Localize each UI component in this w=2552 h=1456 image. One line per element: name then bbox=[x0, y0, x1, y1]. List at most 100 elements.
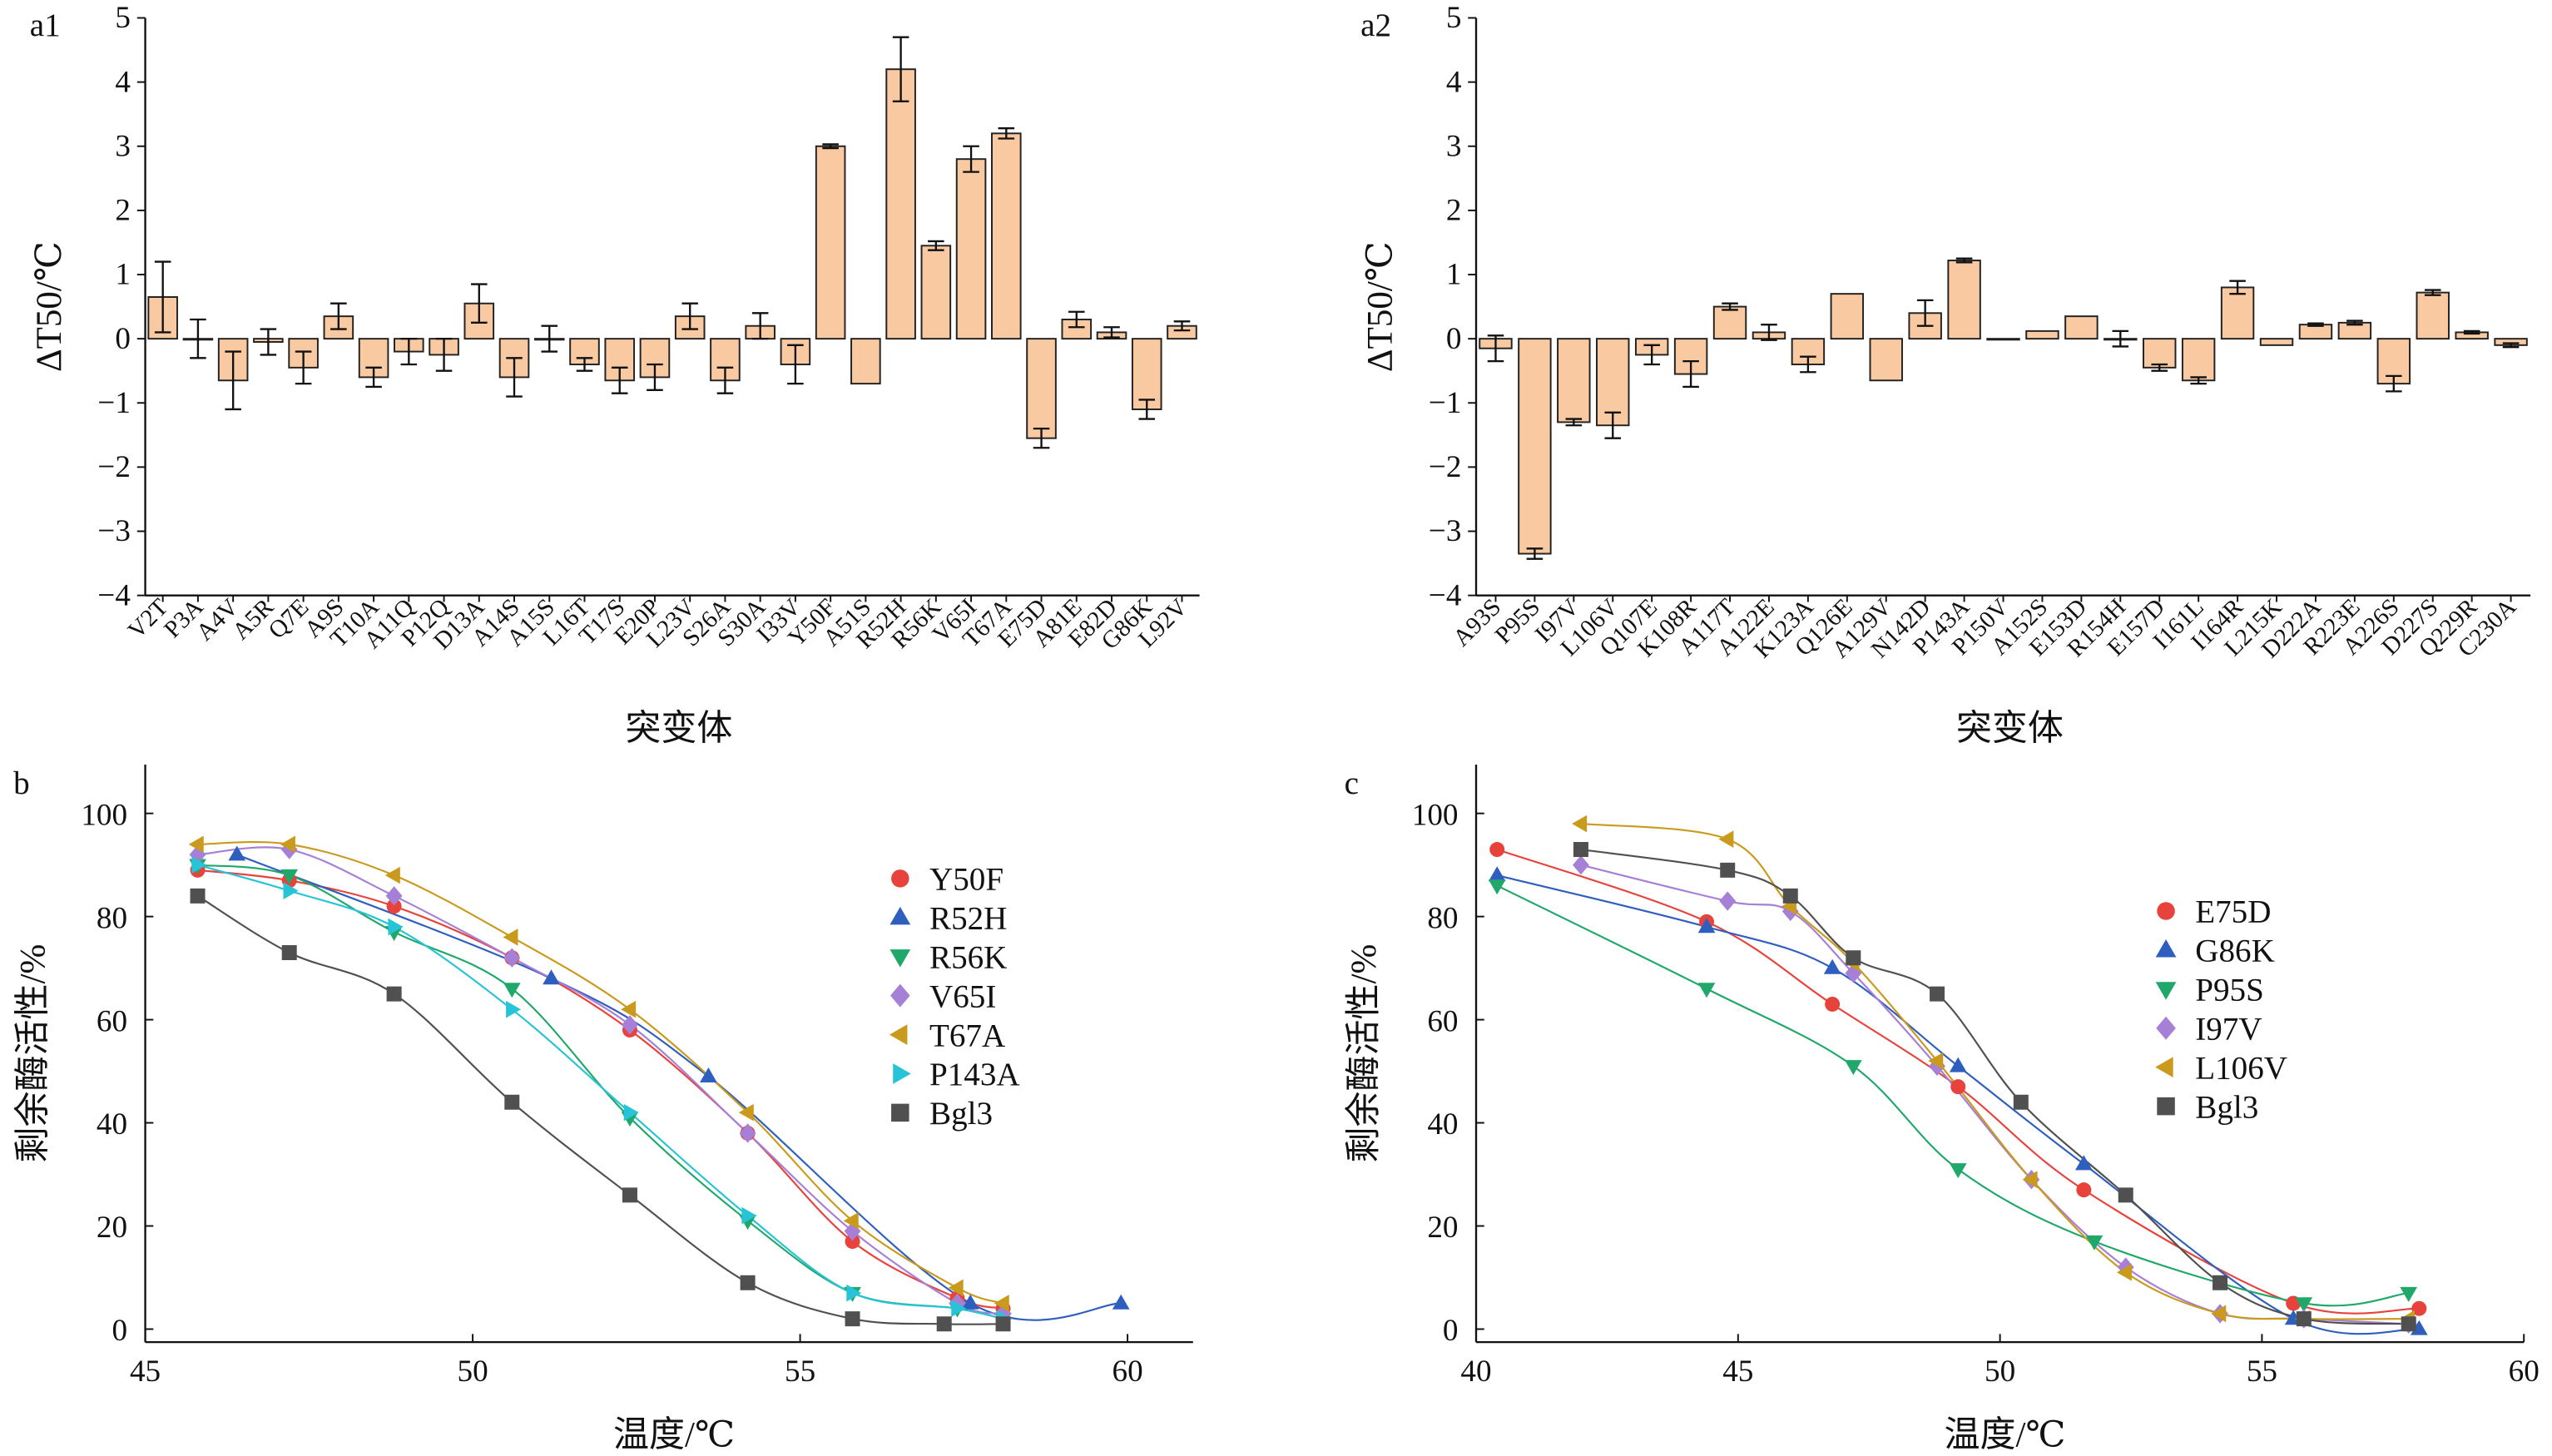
data-point bbox=[2411, 1300, 2427, 1316]
legend-label: P143A bbox=[929, 1057, 1020, 1092]
legend-label: E75D bbox=[2195, 894, 2271, 930]
y-tick-label: −3 bbox=[97, 514, 131, 548]
y-axis-label: ΔT50/℃ bbox=[30, 241, 69, 372]
y-axis-label: 剩余酶活性/% bbox=[12, 944, 52, 1163]
legend-label: Bgl3 bbox=[2195, 1089, 2258, 1125]
x-tick-label: 55 bbox=[2247, 1354, 2277, 1389]
bar bbox=[2025, 329, 2059, 340]
bar bbox=[1518, 338, 1552, 555]
data-point bbox=[1489, 842, 1505, 858]
legend-label: P95S bbox=[2195, 973, 2264, 1008]
bar bbox=[2181, 338, 2216, 382]
data-point bbox=[1950, 1079, 1966, 1095]
bar bbox=[1596, 338, 1630, 427]
data-point bbox=[1488, 866, 1506, 882]
data-point bbox=[741, 1206, 757, 1225]
legend-marker bbox=[889, 983, 910, 1008]
legend-marker bbox=[2156, 1016, 2176, 1040]
y-tick-label: −3 bbox=[1429, 514, 1462, 548]
data-point bbox=[504, 1094, 520, 1110]
data-point bbox=[843, 1211, 859, 1230]
data-point bbox=[503, 929, 518, 946]
x-tick-label: 40 bbox=[1460, 1354, 1491, 1389]
bar bbox=[991, 132, 1022, 340]
fit-curve bbox=[1580, 822, 2409, 1320]
fit-curve bbox=[1496, 874, 2420, 1335]
legend-marker bbox=[893, 1063, 911, 1084]
data-point bbox=[995, 1316, 1011, 1332]
y-tick-label: 80 bbox=[1427, 901, 1458, 935]
data-point bbox=[1928, 1052, 1944, 1070]
data-point bbox=[1719, 891, 1737, 911]
legend-label: I97V bbox=[2195, 1011, 2262, 1047]
data-point bbox=[2013, 1094, 2029, 1110]
data-point bbox=[188, 835, 204, 854]
bar bbox=[955, 158, 987, 340]
panel-label: b bbox=[13, 765, 30, 801]
bar bbox=[1830, 293, 1865, 340]
y-tick-label: 0 bbox=[1446, 322, 1462, 356]
data-point bbox=[845, 1234, 860, 1250]
data-point bbox=[948, 1279, 964, 1297]
y-tick-label: 100 bbox=[81, 798, 127, 832]
data-point bbox=[622, 1187, 637, 1203]
data-point bbox=[1488, 879, 1506, 895]
y-tick-label: 4 bbox=[115, 65, 131, 99]
data-point bbox=[280, 869, 299, 884]
data-point bbox=[2211, 1305, 2227, 1323]
legend-label: Bgl3 bbox=[929, 1096, 993, 1132]
x-tick-label: 50 bbox=[457, 1354, 488, 1389]
data-point bbox=[738, 1103, 754, 1122]
y-tick-label: 40 bbox=[1427, 1107, 1458, 1142]
data-point bbox=[1949, 1057, 1967, 1072]
data-point bbox=[503, 983, 521, 998]
y-tick-label: 3 bbox=[1446, 129, 1462, 163]
fit-curve bbox=[1580, 848, 2409, 1325]
data-point bbox=[1573, 854, 1589, 875]
fit-curve bbox=[196, 894, 1003, 1325]
data-point bbox=[1823, 958, 1841, 974]
x-tick-label: 60 bbox=[2509, 1354, 2540, 1389]
data-point bbox=[2118, 1187, 2133, 1203]
y-tick-label: 20 bbox=[97, 1211, 127, 1245]
data-point bbox=[1573, 842, 1588, 858]
bar bbox=[2064, 315, 2099, 340]
y-axis-label: ΔT50/℃ bbox=[1360, 241, 1400, 372]
y-tick-label: −4 bbox=[97, 578, 131, 612]
legend-marker bbox=[889, 949, 911, 968]
x-tick-label: 50 bbox=[1985, 1354, 2015, 1389]
data-point bbox=[700, 1067, 717, 1082]
chart-panel-a1: −4−3−2−1012345V2TP3AA4VA5RQ7EA9ST10AA11Q… bbox=[30, 1, 1200, 749]
data-point bbox=[280, 835, 295, 854]
legend-label: L106V bbox=[2195, 1050, 2287, 1086]
data-point bbox=[283, 882, 299, 899]
data-point bbox=[1718, 830, 1734, 848]
legend-marker bbox=[891, 1103, 909, 1122]
y-tick-label: 1 bbox=[1446, 258, 1462, 292]
y-tick-label: −1 bbox=[97, 386, 131, 420]
y-tick-label: 5 bbox=[115, 1, 131, 35]
legend-label: R56K bbox=[929, 939, 1007, 975]
legend-marker bbox=[2155, 938, 2177, 958]
data-point bbox=[936, 1316, 952, 1332]
y-tick-label: 2 bbox=[1446, 194, 1462, 228]
data-point bbox=[2213, 1275, 2228, 1290]
data-point bbox=[2116, 1263, 2132, 1281]
y-tick-label: 0 bbox=[111, 1314, 127, 1348]
panel-label: a1 bbox=[30, 7, 61, 43]
data-point bbox=[2296, 1311, 2312, 1327]
y-tick-label: 80 bbox=[97, 901, 127, 935]
chart-panel-a2: −4−3−2−1012345A93SP95SI97VL106VQ107EK108… bbox=[1360, 1, 2531, 749]
data-point bbox=[1697, 918, 1716, 934]
data-point bbox=[622, 1015, 638, 1035]
data-point bbox=[961, 1294, 979, 1310]
data-point bbox=[2022, 1171, 2038, 1189]
y-tick-label: 0 bbox=[1443, 1314, 1459, 1348]
data-point bbox=[388, 918, 404, 936]
data-point bbox=[994, 1295, 1009, 1312]
data-point bbox=[951, 1300, 967, 1318]
legend-marker bbox=[889, 906, 911, 925]
bar bbox=[885, 68, 916, 340]
data-point bbox=[2075, 1155, 2093, 1171]
